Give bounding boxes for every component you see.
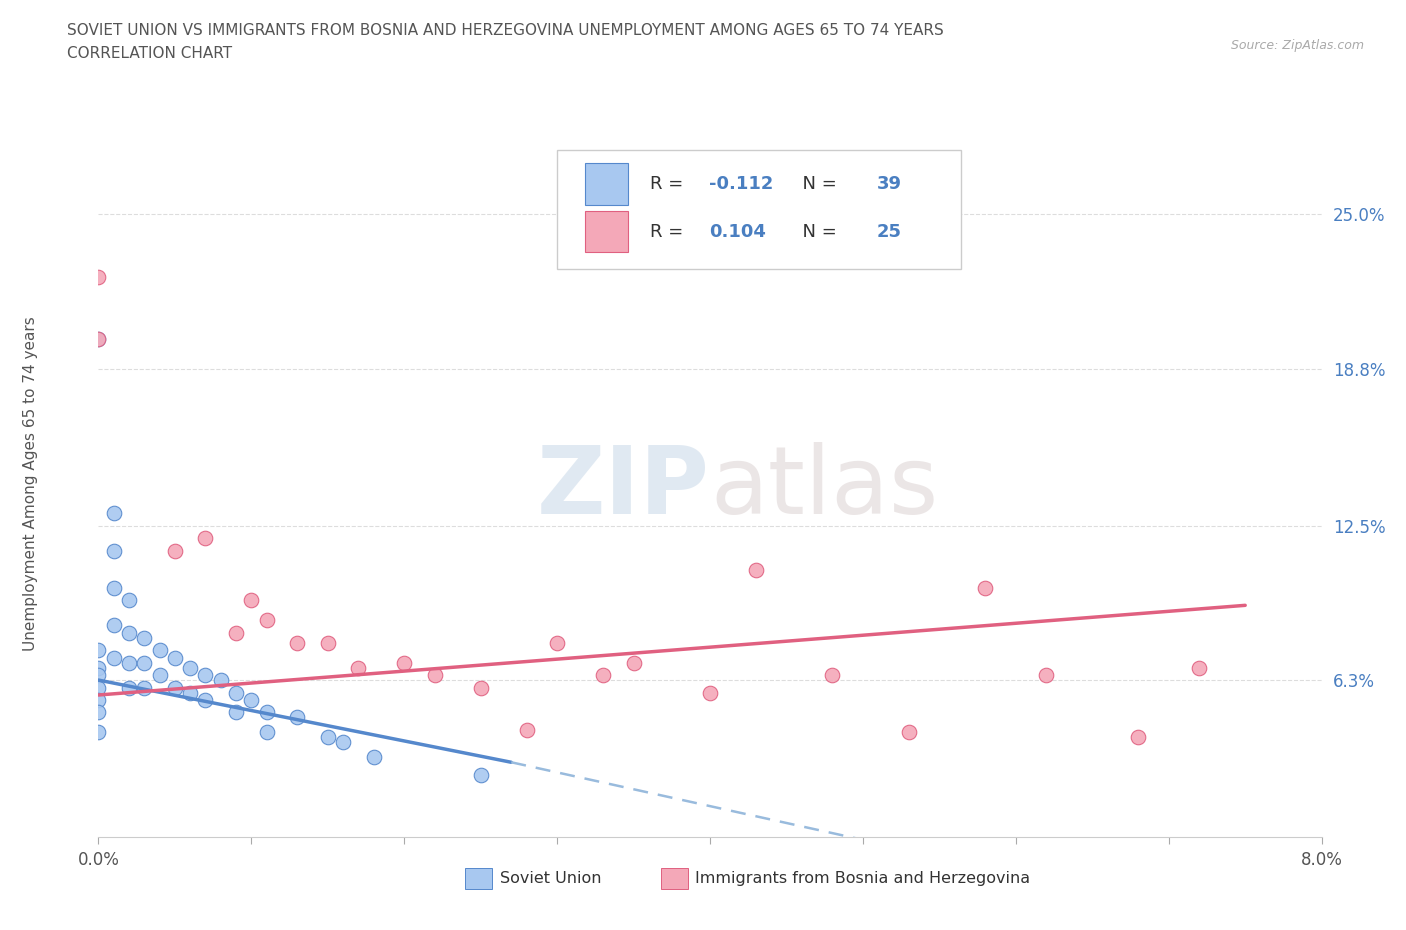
Point bbox=[285, 710, 308, 724]
Point bbox=[87, 331, 110, 346]
Point bbox=[87, 725, 110, 740]
Point bbox=[363, 750, 385, 764]
Point bbox=[87, 269, 110, 284]
Point bbox=[623, 655, 645, 670]
Point bbox=[194, 531, 217, 546]
Point bbox=[87, 668, 110, 683]
Bar bbox=[661, 869, 688, 889]
Point bbox=[897, 725, 920, 740]
Text: ZIP: ZIP bbox=[537, 443, 710, 534]
Text: R =: R = bbox=[650, 175, 689, 193]
Point bbox=[87, 680, 110, 695]
Text: 25: 25 bbox=[876, 222, 901, 241]
Point bbox=[118, 655, 141, 670]
Text: Immigrants from Bosnia and Herzegovina: Immigrants from Bosnia and Herzegovina bbox=[696, 871, 1031, 886]
Point bbox=[209, 672, 232, 687]
Text: Soviet Union: Soviet Union bbox=[499, 871, 602, 886]
Text: -0.112: -0.112 bbox=[709, 175, 773, 193]
Point bbox=[179, 660, 201, 675]
Point bbox=[821, 668, 844, 683]
FancyBboxPatch shape bbox=[557, 150, 960, 269]
Point bbox=[316, 730, 339, 745]
Point bbox=[118, 680, 141, 695]
Point bbox=[240, 593, 263, 608]
Point bbox=[134, 655, 156, 670]
Text: 39: 39 bbox=[876, 175, 901, 193]
Point bbox=[256, 613, 278, 628]
Point bbox=[103, 543, 125, 558]
Text: CORRELATION CHART: CORRELATION CHART bbox=[67, 46, 232, 61]
Point bbox=[470, 680, 492, 695]
Point bbox=[163, 543, 186, 558]
Bar bbox=[585, 164, 628, 206]
Point bbox=[87, 331, 110, 346]
Point bbox=[699, 685, 721, 700]
Point bbox=[118, 593, 141, 608]
Point bbox=[1128, 730, 1150, 745]
Point bbox=[470, 767, 492, 782]
Bar bbox=[585, 211, 628, 253]
Point bbox=[516, 723, 538, 737]
Text: N =: N = bbox=[790, 222, 842, 241]
Text: Unemployment Among Ages 65 to 74 years: Unemployment Among Ages 65 to 74 years bbox=[24, 316, 38, 651]
Point bbox=[347, 660, 370, 675]
Point bbox=[149, 643, 172, 658]
Point bbox=[225, 685, 247, 700]
Point bbox=[103, 580, 125, 595]
Point bbox=[163, 650, 186, 665]
Point bbox=[87, 660, 110, 675]
Point bbox=[225, 625, 247, 640]
Point bbox=[149, 668, 172, 683]
Text: SOVIET UNION VS IMMIGRANTS FROM BOSNIA AND HERZEGOVINA UNEMPLOYMENT AMONG AGES 6: SOVIET UNION VS IMMIGRANTS FROM BOSNIA A… bbox=[67, 23, 945, 38]
Point bbox=[87, 705, 110, 720]
Point bbox=[392, 655, 416, 670]
Point bbox=[103, 618, 125, 632]
Point bbox=[745, 563, 768, 578]
Point bbox=[225, 705, 247, 720]
Point bbox=[194, 668, 217, 683]
Point bbox=[285, 635, 308, 650]
Point bbox=[546, 635, 568, 650]
Point bbox=[423, 668, 446, 683]
Text: atlas: atlas bbox=[710, 443, 938, 534]
Point bbox=[1188, 660, 1211, 675]
Point bbox=[194, 693, 217, 708]
Point bbox=[256, 705, 278, 720]
Point bbox=[316, 635, 339, 650]
Point bbox=[103, 506, 125, 521]
Point bbox=[1035, 668, 1057, 683]
Point bbox=[163, 680, 186, 695]
Point bbox=[87, 693, 110, 708]
Point bbox=[256, 725, 278, 740]
Point bbox=[134, 680, 156, 695]
Bar bbox=[465, 869, 492, 889]
Text: 0.104: 0.104 bbox=[709, 222, 766, 241]
Point bbox=[974, 580, 997, 595]
Point bbox=[592, 668, 614, 683]
Text: Source: ZipAtlas.com: Source: ZipAtlas.com bbox=[1230, 39, 1364, 52]
Point bbox=[103, 650, 125, 665]
Point bbox=[179, 685, 201, 700]
Text: R =: R = bbox=[650, 222, 689, 241]
Point bbox=[118, 625, 141, 640]
Point bbox=[87, 643, 110, 658]
Point bbox=[134, 631, 156, 645]
Point bbox=[332, 735, 354, 750]
Text: N =: N = bbox=[790, 175, 842, 193]
Point bbox=[240, 693, 263, 708]
